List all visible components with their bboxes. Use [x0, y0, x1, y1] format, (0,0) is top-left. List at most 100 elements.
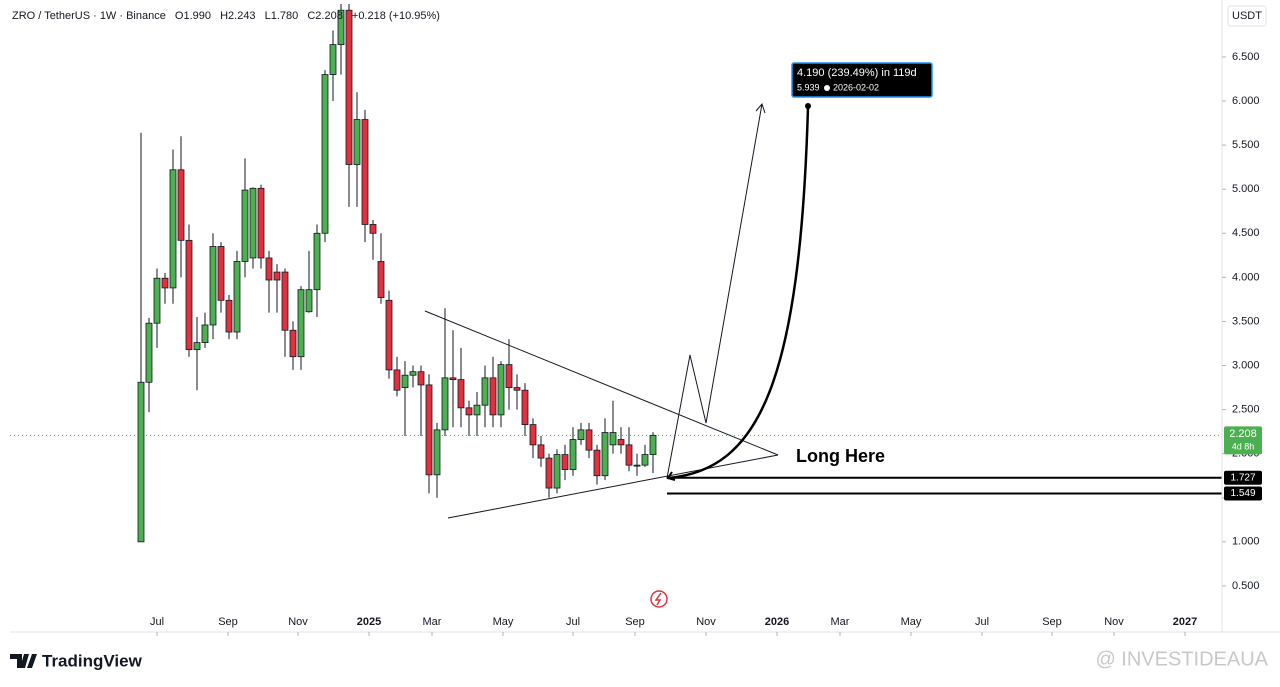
x-tick-label: Sep	[625, 616, 645, 628]
currency-box	[1227, 5, 1267, 27]
clock-icon	[824, 85, 830, 91]
x-tick-label: Mar	[831, 616, 850, 628]
x-tick-label: Sep	[218, 616, 238, 628]
candle-body	[201, 324, 209, 343]
candle-body	[561, 454, 569, 470]
candle-body	[601, 432, 609, 477]
brand-logo	[10, 654, 37, 668]
candle-body	[225, 299, 233, 333]
candle-body	[337, 9, 345, 46]
y-tick-label: 5.500	[1232, 139, 1260, 151]
change: +0.218 (+10.95%)	[352, 10, 440, 22]
x-tick-label: Jul	[566, 616, 580, 628]
candle-body	[257, 187, 265, 259]
candle-body	[513, 387, 521, 391]
candle-body	[569, 439, 577, 470]
x-tick-label: 2026	[765, 616, 789, 628]
y-tick-label: 3.000	[1232, 359, 1260, 371]
countdown: 4d 8h	[1232, 442, 1255, 452]
x-tick-label: Jul	[150, 616, 164, 628]
candle-body	[345, 9, 353, 165]
level-label: 1.549	[1230, 488, 1255, 499]
y-tick-label: 6.000	[1232, 95, 1260, 107]
y-tick-label: 1.000	[1232, 536, 1260, 548]
candle-body	[609, 432, 617, 446]
ohlc-close: C2.208	[307, 10, 342, 22]
x-tick-label: Sep	[1042, 616, 1062, 628]
candle-body	[185, 239, 193, 351]
last-price-bg	[1224, 426, 1262, 455]
ohlc-high: H2.243	[220, 10, 255, 22]
candle-body	[545, 457, 553, 489]
plot	[10, 4, 1222, 543]
candle-body	[193, 342, 201, 351]
candle-body	[433, 429, 441, 476]
candle-body	[465, 407, 473, 416]
candle-body	[281, 271, 289, 331]
candle-body	[409, 371, 417, 376]
candle-body	[145, 322, 153, 383]
candle-body	[425, 384, 433, 476]
y-tick-label: 0.500	[1232, 580, 1260, 592]
x-tick-label: May	[493, 616, 514, 628]
candle-body	[641, 454, 649, 466]
event-icon-bolt	[654, 592, 662, 606]
x-tick-label: Mar	[423, 616, 442, 628]
arrow-head	[666, 471, 676, 481]
symbol: ZRO / TetherUS · 1W · Binance	[12, 10, 166, 22]
candle-body	[177, 169, 185, 241]
projection-path	[666, 103, 763, 479]
x-tick-label: Nov	[288, 616, 308, 628]
x-tick-label: May	[901, 616, 922, 628]
candle-body	[489, 377, 497, 416]
candle-body	[297, 289, 305, 358]
x-tick-label: 2025	[357, 616, 381, 628]
candle-body	[313, 232, 321, 291]
candle-body	[153, 277, 161, 324]
candle-body	[161, 277, 169, 289]
y-tick-label: 4.500	[1232, 227, 1260, 239]
candle-body	[553, 454, 561, 489]
target-point	[805, 103, 811, 109]
candle-body	[593, 449, 601, 477]
projection-curve	[667, 106, 810, 480]
arrow-head	[755, 103, 766, 114]
candle-body	[209, 246, 217, 326]
candle-body	[481, 377, 489, 406]
candle-body	[585, 429, 593, 451]
level-label: 1.727	[1230, 472, 1255, 483]
y-tick-label: 6.500	[1232, 51, 1260, 63]
candle-body	[473, 404, 481, 416]
candle-body	[233, 261, 241, 333]
level-label-bg	[1224, 470, 1262, 485]
y-tick-label: 4.000	[1232, 271, 1260, 283]
level-label-bg	[1224, 486, 1262, 501]
event-icon	[650, 590, 668, 608]
x-tick-label: Nov	[1104, 616, 1124, 628]
ohlc-open: O1.990	[175, 10, 211, 22]
watermark: @ INVESTIDEAUA	[1095, 648, 1268, 670]
x-tick-label: Jul	[975, 616, 989, 628]
annotation: Long Here	[796, 446, 885, 466]
candle-body	[241, 189, 249, 262]
candle-body	[321, 74, 329, 234]
candle-body	[169, 169, 177, 289]
candle-body	[625, 444, 633, 466]
candle-body	[385, 299, 393, 371]
brand: TradingView	[42, 651, 143, 670]
measure-date: 2026-02-02	[833, 82, 879, 92]
trendline	[424, 310, 779, 456]
x-tick-label: Nov	[696, 616, 716, 628]
y-tick-label: 2.500	[1232, 404, 1260, 416]
candle-body	[441, 377, 449, 431]
candle-body	[497, 364, 505, 416]
candle-body	[401, 374, 409, 388]
candle-body	[529, 424, 537, 446]
ohlc-low: L1.780	[265, 10, 299, 22]
candle-body	[577, 429, 585, 440]
currency: USDT	[1232, 10, 1262, 22]
candle-body	[633, 464, 641, 467]
